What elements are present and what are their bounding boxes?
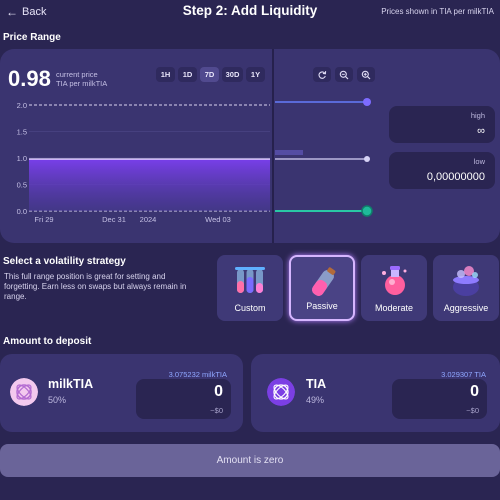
strategy-moderate[interactable]: Moderate	[361, 255, 427, 321]
amount-usd-tia: ~$0	[466, 406, 479, 415]
amount-input-milktia[interactable]: 0 ~$0	[136, 379, 231, 419]
current-price-label: current price	[56, 70, 98, 79]
x-tick-label: Fri 29	[34, 215, 53, 224]
amount-value-milktia: 0	[214, 383, 223, 400]
cauldron-icon	[453, 266, 479, 296]
balance-milktia[interactable]: 3.075232 milkTIA	[168, 370, 227, 379]
strategy-custom[interactable]: Custom	[217, 255, 283, 321]
low-value: 0,00000000	[426, 171, 485, 183]
x-tick-label: 2024	[140, 215, 157, 224]
zoom-out-button[interactable]	[335, 67, 353, 82]
x-tick-label: Wed 03	[205, 215, 231, 224]
token-percent-tia: 49%	[306, 395, 325, 405]
current-price-value: 0.98	[8, 66, 51, 91]
period-1d[interactable]: 1D	[178, 67, 197, 82]
y-tick-label: 0.5	[17, 181, 27, 190]
deposit-title: Amount to deposit	[3, 336, 92, 347]
zoom-out-icon	[339, 70, 349, 79]
strategy-aggressive-label: Aggressive	[443, 303, 489, 313]
potion-tube-icon	[312, 267, 336, 296]
high-label: high	[470, 111, 485, 120]
back-button[interactable]: ← Back	[6, 5, 46, 19]
low-range-handle[interactable]	[361, 205, 373, 217]
high-range-handle[interactable]	[363, 98, 371, 106]
period-30d[interactable]: 30D	[222, 67, 243, 82]
period-selector: 1H 1D 7D 30D 1Y	[156, 67, 265, 82]
strategy-custom-label: Custom	[234, 303, 266, 313]
low-label: low	[473, 157, 485, 166]
zoom-in-icon	[361, 70, 371, 79]
amount-input-tia[interactable]: 0 ~$0	[392, 379, 487, 419]
low-price-field[interactable]: low 0,00000000	[389, 152, 495, 189]
y-tick-label: 0.0	[17, 207, 27, 216]
y-tick-label: 1.5	[17, 128, 27, 137]
milktia-token-icon	[10, 378, 38, 406]
period-7d[interactable]: 7D	[200, 67, 219, 82]
prices-note: Prices shown in TIA per milkTIA	[381, 7, 494, 16]
strategy-passive-label: Passive	[306, 301, 338, 311]
submit-button[interactable]: Amount is zero	[0, 444, 500, 477]
strategy-passive[interactable]: Passive	[289, 255, 355, 321]
strategy-aggressive[interactable]: Aggressive	[433, 255, 499, 321]
deposit-card-milktia: milkTIA 50% 3.075232 milkTIA 0 ~$0	[0, 354, 243, 432]
zoom-in-button[interactable]	[357, 67, 375, 82]
test-tubes-icon	[235, 267, 265, 293]
price-range-title: Price Range	[3, 32, 61, 43]
chart-divider	[272, 49, 274, 243]
refresh-icon	[318, 70, 327, 79]
token-name-milktia: milkTIA	[48, 377, 94, 391]
token-name-tia: TIA	[306, 377, 327, 391]
strategy-moderate-label: Moderate	[374, 303, 414, 313]
chart-tools	[313, 67, 375, 82]
current-price-caption: current price TIA per milkTIA	[56, 70, 107, 88]
y-tick-label: 1.0	[17, 154, 27, 163]
deposit-card-tia: TIA 49% 3.029307 TIA 0 ~$0	[251, 354, 500, 432]
back-label: Back	[22, 6, 47, 18]
x-tick-label: Dec 31	[102, 215, 126, 224]
current-price-unit: TIA per milkTIA	[56, 79, 108, 88]
refresh-button[interactable]	[313, 67, 331, 82]
y-tick-label: 2.0	[17, 101, 27, 110]
amount-usd-milktia: ~$0	[210, 406, 223, 415]
price-chart: 2.0 1.5 1.0 0.5 0.0 Fri 29 Dec 31 2024 Wed 03	[17, 98, 373, 224]
period-1y[interactable]: 1Y	[246, 67, 265, 82]
volatility-title: Select a volatility strategy	[3, 256, 126, 267]
balance-tia[interactable]: 3.029307 TIA	[441, 370, 486, 379]
volatility-description: This full range position is great for se…	[4, 272, 187, 301]
period-1h[interactable]: 1H	[156, 67, 175, 82]
high-price-field[interactable]: high ∞	[389, 106, 495, 143]
potion-flask-icon	[382, 266, 407, 295]
high-value: ∞	[477, 125, 485, 137]
liquidity-bar	[275, 150, 303, 155]
price-area	[29, 159, 270, 211]
tia-token-icon	[267, 378, 295, 406]
current-price-dot	[364, 156, 370, 162]
token-percent-milktia: 50%	[48, 395, 67, 405]
arrow-left-icon: ←	[6, 5, 18, 19]
page-title: Step 2: Add Liquidity	[182, 3, 318, 18]
amount-value-tia: 0	[470, 383, 479, 400]
